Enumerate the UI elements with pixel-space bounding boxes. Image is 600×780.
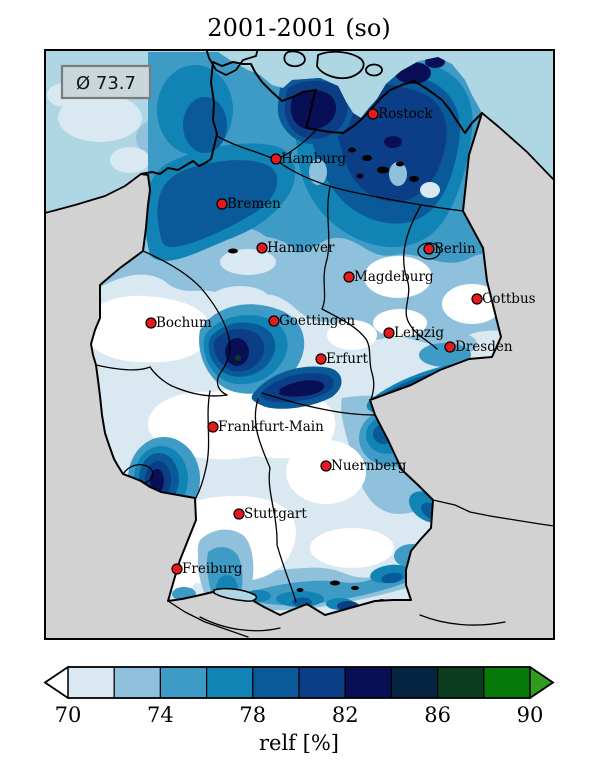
- city-rostock: Rostock: [367, 106, 433, 122]
- city-marker-dot: [171, 563, 183, 575]
- colorbar-segment-1: [113, 666, 161, 699]
- alps-line-west: [199, 616, 281, 632]
- map-panel: Rostock Hamburg Bremen Hannover MagdeburgBer…: [44, 49, 555, 640]
- city-label: Dresden: [455, 339, 513, 355]
- colorbar-segment-7: [390, 666, 439, 699]
- austria-czech-border-line: [432, 499, 554, 527]
- city-label: Magdeburg: [354, 269, 434, 285]
- city-bochum: Bochum: [145, 315, 212, 331]
- city-hannover: Hannover: [256, 240, 335, 256]
- bodensee-lake: [213, 587, 258, 602]
- mean-value-frame: [60, 64, 152, 100]
- city-berlin: Berlin: [423, 241, 476, 257]
- lakes: [213, 147, 419, 602]
- colorbar-under-arrow: [43, 665, 69, 700]
- colorbar-segment-5: [298, 666, 346, 699]
- city-marker-dot: [268, 315, 280, 327]
- city-cottbus: Cottbus: [471, 291, 536, 307]
- city-marker-dot: [145, 317, 157, 329]
- city-marker-dot: [471, 293, 483, 305]
- city-marker-dot: [256, 242, 268, 254]
- city-marker-dot: [423, 243, 435, 255]
- colorbar-segment-0: [67, 666, 115, 699]
- city-marker-dot: [233, 508, 245, 520]
- city-marker-dot: [320, 460, 332, 472]
- colorbar-tick-74: 74: [147, 703, 174, 727]
- city-label: Bochum: [156, 315, 212, 331]
- city-label: Erfurt: [326, 351, 368, 367]
- map-frame: [44, 49, 555, 640]
- colorbar-tick-70: 70: [55, 703, 82, 727]
- city-label: Berlin: [434, 241, 476, 257]
- figure-title: 2001-2001 (so): [207, 14, 390, 42]
- city-marker-dot: [367, 108, 379, 120]
- netherlands-coastline: [45, 173, 142, 214]
- foreign-land: [45, 113, 554, 639]
- mean-value-text: Ø 73.7: [76, 73, 136, 94]
- colorbar-segment-8: [437, 666, 485, 699]
- city-goettingen: Goettingen: [268, 313, 355, 329]
- colorbar: 70 74 78 82 86 90: [43, 665, 555, 727]
- colorbar-segment-6: [344, 666, 393, 699]
- colorbar-segment-2: [159, 666, 208, 699]
- city-label: Cottbus: [482, 291, 536, 307]
- city-frankfurt-main: Frankfurt-Main: [207, 419, 324, 435]
- colorbar-tick-86: 86: [424, 703, 451, 727]
- city-dresden: Dresden: [444, 339, 513, 355]
- city-label: Hamburg: [281, 151, 346, 167]
- alps-line-east: [419, 614, 506, 626]
- city-label: Leipzig: [394, 325, 444, 341]
- city-label: Goettingen: [279, 313, 355, 329]
- city-marker-dot: [383, 327, 395, 339]
- colorbar-segment-4: [252, 666, 300, 699]
- city-marker-dot: [207, 421, 219, 433]
- city-label: Freiburg: [182, 561, 243, 577]
- colorbar-tick-78: 78: [239, 703, 266, 727]
- colorbar-over-arrow: [529, 665, 555, 700]
- city-label: Hannover: [267, 240, 335, 256]
- city-label: Nuernberg: [331, 458, 407, 474]
- state-borders: [95, 129, 464, 603]
- poland-coastline: [481, 112, 554, 181]
- colorbar-segment-3: [206, 666, 254, 699]
- switzerland-border-line: [167, 600, 249, 638]
- city-freiburg: Freiburg: [171, 561, 243, 577]
- city-marker-dot: [216, 198, 228, 210]
- colorbar-tick-82: 82: [332, 703, 359, 727]
- colorbar-outline: [43, 666, 555, 699]
- city-bremen: Bremen: [216, 196, 281, 212]
- city-marker-dot: [343, 271, 355, 283]
- city-marker-dot: [270, 153, 282, 165]
- city-label: Rostock: [378, 106, 433, 122]
- city-hamburg: Hamburg: [270, 151, 346, 167]
- city-stuttgart: Stuttgart: [233, 506, 307, 522]
- city-markers: Rostock Hamburg Bremen Hannover MagdeburgBer…: [145, 106, 536, 577]
- colorbar-segment-9: [483, 666, 531, 699]
- mean-value-box: Ø 73.7: [60, 64, 152, 100]
- city-label: Frankfurt-Main: [218, 419, 324, 435]
- city-erfurt: Erfurt: [315, 351, 368, 367]
- colorbar-tick-90: 90: [517, 703, 544, 727]
- colorbar-label: relf [%]: [259, 731, 339, 755]
- city-label: Bremen: [227, 196, 281, 212]
- city-magdeburg: Magdeburg: [343, 269, 434, 285]
- city-nuernberg: Nuernberg: [320, 458, 407, 474]
- city-marker-dot: [315, 353, 327, 365]
- city-leipzig: Leipzig: [383, 325, 444, 341]
- city-marker-dot: [444, 341, 456, 353]
- city-label: Stuttgart: [244, 506, 307, 522]
